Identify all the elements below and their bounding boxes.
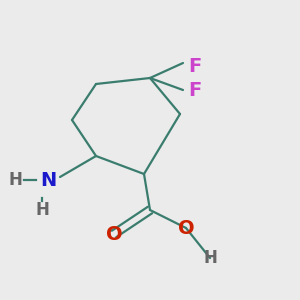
- Text: H: H: [35, 201, 49, 219]
- Text: O: O: [106, 224, 122, 244]
- Text: N: N: [40, 170, 56, 190]
- Text: O: O: [178, 218, 194, 238]
- Text: F: F: [188, 56, 202, 76]
- Text: H: H: [203, 249, 217, 267]
- Text: H: H: [8, 171, 22, 189]
- Text: F: F: [188, 80, 202, 100]
